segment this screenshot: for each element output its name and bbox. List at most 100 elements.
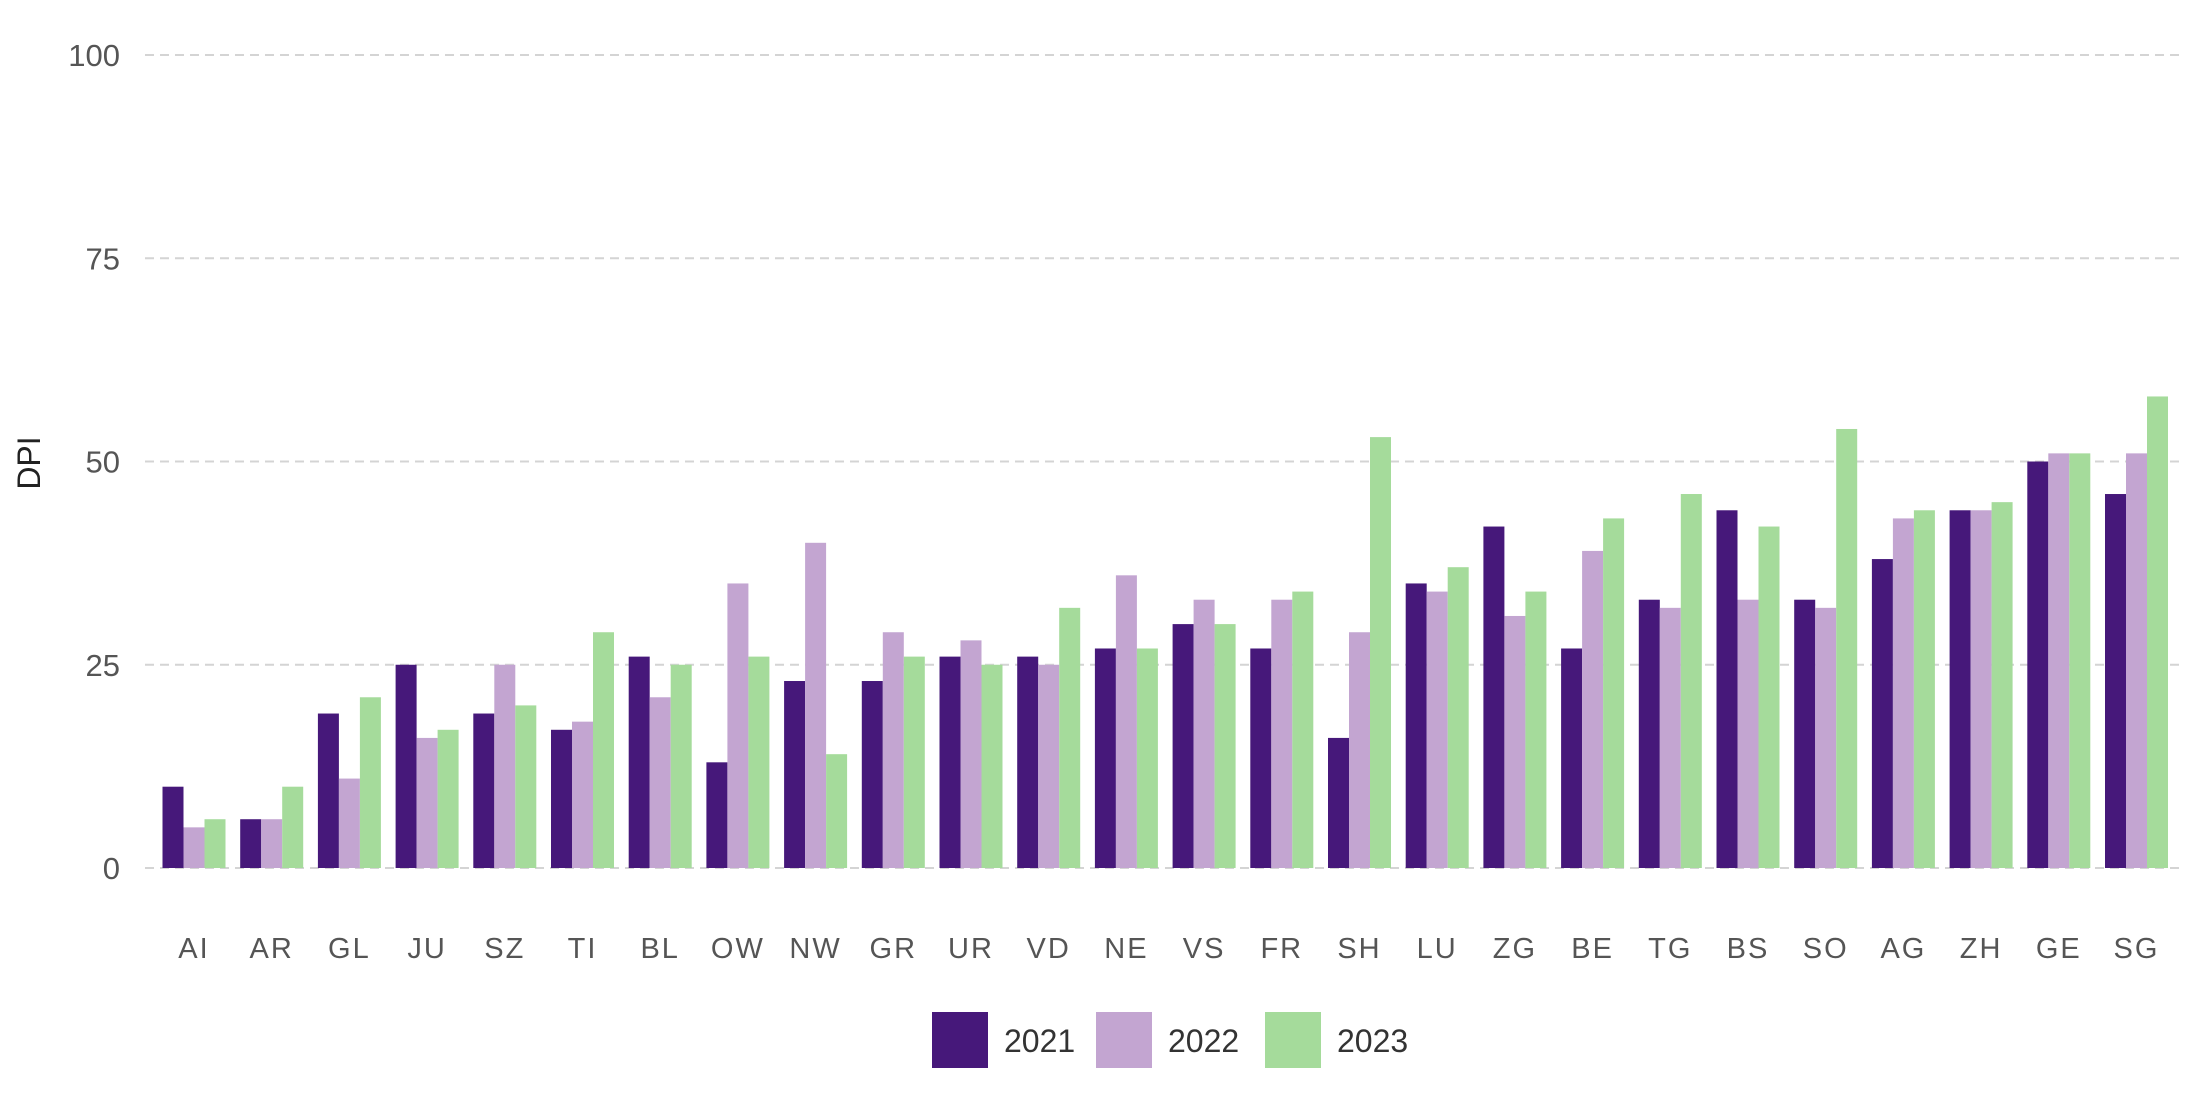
bar-ur-2021 bbox=[939, 656, 961, 868]
x-tick-label: AR bbox=[250, 933, 294, 965]
x-tick-label: BE bbox=[1571, 933, 1614, 965]
bar-ne-2022 bbox=[1115, 575, 1137, 868]
bar-lu-2022 bbox=[1426, 591, 1448, 868]
bar-vd-2023 bbox=[1059, 607, 1081, 868]
bar-tg-2021 bbox=[1638, 599, 1660, 868]
bar-bl-2021 bbox=[628, 656, 650, 868]
bar-bs-2023 bbox=[1758, 526, 1780, 868]
bar-zg-2022 bbox=[1504, 615, 1526, 868]
bar-nw-2021 bbox=[784, 681, 806, 868]
bar-ju-2021 bbox=[395, 664, 417, 868]
x-tick-label: TI bbox=[568, 933, 598, 965]
x-tick-label: BL bbox=[640, 933, 679, 965]
bar-ti-2023 bbox=[593, 632, 614, 868]
y-tick-label: 75 bbox=[86, 241, 120, 276]
bar-vd-2022 bbox=[1038, 664, 1060, 868]
bar-zg-2023 bbox=[1525, 591, 1547, 868]
legend-label: 2021 bbox=[1004, 1023, 1075, 1059]
bar-ju-2023 bbox=[437, 729, 459, 868]
bar-gr-2023 bbox=[903, 656, 925, 868]
legend-swatch-2021 bbox=[932, 1012, 988, 1068]
x-tick-label: VS bbox=[1183, 933, 1226, 965]
x-tick-label: ZH bbox=[1960, 933, 2003, 965]
x-tick-label: BS bbox=[1727, 933, 1770, 965]
bar-tg-2023 bbox=[1680, 494, 1702, 868]
bar-gl-2023 bbox=[359, 697, 381, 868]
x-tick-label: SH bbox=[1337, 933, 1381, 965]
bar-sz-2022 bbox=[494, 664, 516, 868]
bar-ai-2021 bbox=[162, 786, 184, 868]
bar-ag-2023 bbox=[1913, 510, 1935, 868]
bar-so-2023 bbox=[1836, 428, 1858, 868]
x-tick-label: UR bbox=[948, 933, 994, 965]
y-tick-label: 0 bbox=[103, 851, 120, 886]
bar-bs-2022 bbox=[1737, 599, 1759, 868]
x-tick-label: GE bbox=[2036, 933, 2082, 965]
bar-tg-2022 bbox=[1659, 607, 1681, 868]
x-tick-label: NE bbox=[1104, 933, 1148, 965]
bar-bs-2021 bbox=[1716, 510, 1738, 868]
x-tick-label: LU bbox=[1417, 933, 1458, 965]
bars bbox=[162, 396, 2168, 868]
legend-swatch-2023 bbox=[1265, 1012, 1321, 1068]
x-tick-label: VD bbox=[1027, 933, 1071, 965]
bar-ar-2022 bbox=[261, 819, 283, 868]
bar-ne-2023 bbox=[1136, 648, 1158, 868]
bar-gl-2022 bbox=[338, 778, 360, 868]
bar-ow-2021 bbox=[706, 762, 728, 868]
bar-nw-2022 bbox=[805, 542, 827, 868]
bar-so-2021 bbox=[1794, 599, 1816, 868]
bar-be-2021 bbox=[1561, 648, 1583, 868]
bar-ge-2021 bbox=[2027, 461, 2049, 868]
x-tick-label: SG bbox=[2114, 933, 2160, 965]
x-tick-label: JU bbox=[407, 933, 446, 965]
bar-ar-2023 bbox=[282, 786, 304, 868]
bar-fr-2023 bbox=[1292, 591, 1314, 868]
bar-be-2023 bbox=[1603, 518, 1625, 868]
x-tick-label: FR bbox=[1260, 933, 1303, 965]
bar-zg-2021 bbox=[1483, 526, 1505, 868]
bar-ne-2021 bbox=[1094, 648, 1116, 868]
bar-sh-2022 bbox=[1349, 632, 1370, 868]
bar-ow-2023 bbox=[748, 656, 770, 868]
bar-gr-2022 bbox=[882, 632, 904, 868]
x-tick-label: SO bbox=[1803, 933, 1849, 965]
bar-lu-2023 bbox=[1447, 567, 1469, 868]
bar-vs-2021 bbox=[1172, 624, 1194, 868]
bar-sg-2022 bbox=[2126, 453, 2147, 868]
bar-sh-2021 bbox=[1328, 737, 1349, 868]
bar-zh-2022 bbox=[1970, 510, 1992, 868]
bar-ju-2022 bbox=[416, 737, 438, 868]
bar-ge-2023 bbox=[2069, 453, 2091, 868]
legend-label: 2022 bbox=[1168, 1023, 1239, 1059]
x-tick-label: NW bbox=[789, 933, 841, 965]
y-tick-label: 25 bbox=[86, 648, 120, 683]
bar-ag-2021 bbox=[1871, 559, 1893, 868]
x-tick-label: GL bbox=[328, 933, 371, 965]
x-tick-label: AI bbox=[178, 933, 209, 965]
x-tick-label: OW bbox=[711, 933, 765, 965]
legend-label: 2023 bbox=[1337, 1023, 1408, 1059]
x-tick-label: SZ bbox=[484, 933, 525, 965]
bar-gl-2021 bbox=[317, 713, 339, 868]
bar-ow-2022 bbox=[727, 583, 749, 868]
legend: 2021 2022 2023 bbox=[932, 1012, 1408, 1068]
bar-ar-2021 bbox=[240, 819, 262, 868]
bar-sh-2023 bbox=[1370, 437, 1391, 868]
bar-fr-2022 bbox=[1271, 599, 1293, 868]
x-tick-label: AG bbox=[1880, 933, 1926, 965]
bar-bl-2023 bbox=[670, 664, 692, 868]
bar-be-2022 bbox=[1582, 550, 1604, 868]
bar-ai-2022 bbox=[183, 827, 205, 868]
bar-ur-2023 bbox=[981, 664, 1003, 868]
bar-ai-2023 bbox=[204, 819, 226, 868]
y-tick-label: 100 bbox=[68, 38, 120, 73]
bar-gr-2021 bbox=[861, 681, 883, 868]
x-tick-label: GR bbox=[870, 933, 918, 965]
bar-ag-2022 bbox=[1892, 518, 1914, 868]
bar-vd-2021 bbox=[1017, 656, 1039, 868]
bar-ti-2021 bbox=[551, 729, 572, 868]
bar-ge-2022 bbox=[2048, 453, 2070, 868]
bar-ti-2022 bbox=[572, 721, 593, 868]
